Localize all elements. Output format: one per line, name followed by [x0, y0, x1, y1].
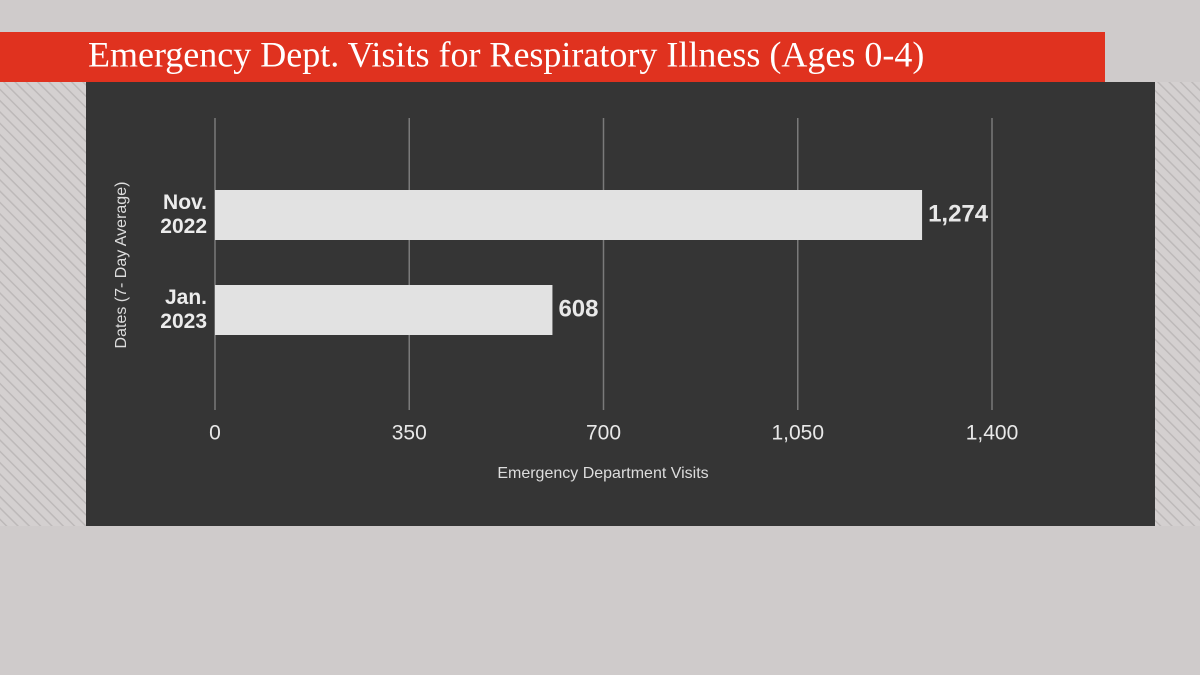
- x-tick-label: 0: [209, 422, 221, 445]
- x-tick-label: 1,050: [771, 422, 824, 445]
- title-bar: [0, 32, 1105, 82]
- x-tick-label: 1,400: [966, 422, 1019, 445]
- bar: [215, 190, 923, 240]
- y-axis-label: Dates (7- Day Average): [113, 182, 130, 349]
- value-label: 1,274: [928, 200, 989, 227]
- x-tick-label: 700: [586, 422, 621, 445]
- chart-title: Emergency Dept. Visits for Respiratory I…: [88, 34, 924, 74]
- bar: [215, 285, 553, 335]
- x-tick-label: 350: [392, 422, 427, 445]
- x-axis-label: Emergency Department Visits: [497, 465, 708, 482]
- y-tick-label: Jan. 2023: [160, 286, 207, 333]
- y-tick-label: Nov. 2022: [160, 191, 207, 238]
- value-label: 608: [558, 295, 598, 322]
